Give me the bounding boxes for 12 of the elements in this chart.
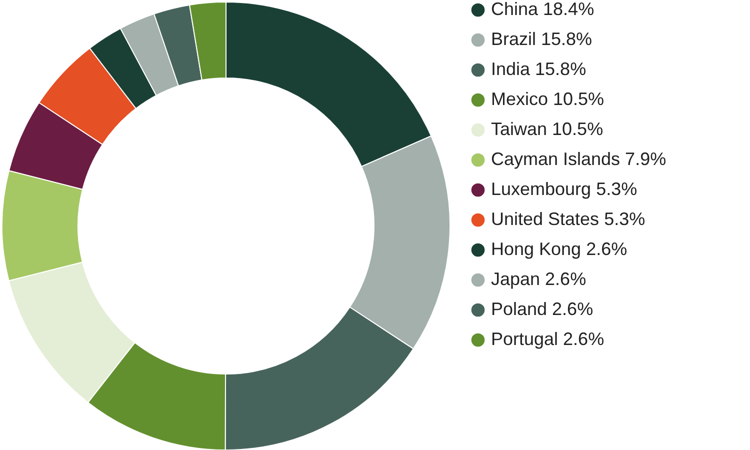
legend-label: Taiwan 10.5% [491,119,604,139]
legend-label: Japan 2.6% [491,269,586,289]
legend-label: Luxembourg 5.3% [491,179,638,199]
legend-label: Portugal 2.6% [491,329,604,349]
legend-label: Cayman Islands 7.9% [491,149,666,169]
legend-label: China 18.4% [491,0,594,19]
legend-label: Brazil 15.8% [491,29,592,49]
legend-label: Hong Kong 2.6% [491,239,628,259]
legend-label: United States 5.3% [491,209,646,229]
legend-label: Poland 2.6% [491,299,594,319]
legend-label: India 15.8% [491,59,586,79]
legend-label: Mexico 10.5% [491,89,604,109]
